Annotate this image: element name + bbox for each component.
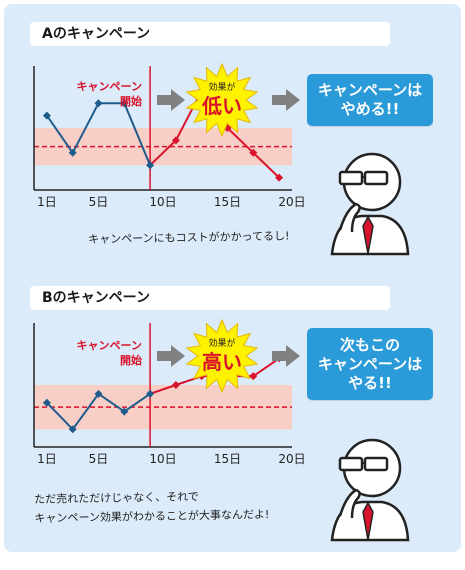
chart-a-x-tick-label: 1日 [37, 195, 57, 209]
comment-b: ただ売れただけじゃなく、それで キャンペーン効果がわかることが大事なんだよ! [34, 486, 269, 528]
chart-b-effect-big-text: 高い [202, 350, 242, 374]
chart-a-arrow-left [157, 89, 185, 111]
chart-a-line-segment [71, 102, 100, 154]
chart-b-data-point [171, 381, 180, 389]
chart-b-x-tick-label: 10日 [149, 452, 176, 466]
chart-a-x-tick-label: 20日 [278, 195, 305, 209]
chart-b-line-segment [97, 393, 125, 413]
chart-a-start-label-line-2: 開始 [120, 94, 142, 108]
chart-b-start-label-line-1: キャンペーン [77, 339, 142, 352]
chart-b-data-point [68, 425, 77, 434]
thinking-man-illustration-a [330, 152, 410, 256]
chart-a-x-tick-label: 10日 [149, 195, 176, 209]
chart-a-effect-small-text: 効果が [208, 81, 235, 93]
chart-a-x-tick-label: 15日 [214, 195, 241, 209]
chart-a-arrow-right [272, 89, 300, 111]
chart-b-data-point [249, 372, 258, 381]
chart-b-line-segment [149, 384, 177, 395]
verdict-a-line-1: キャンペーンは [317, 81, 423, 99]
chart-b-x-tick-label: 5日 [89, 452, 109, 466]
chart-a-data-point [120, 99, 129, 108]
chart-b-line-segment [71, 393, 100, 430]
chart-b-start-label-line-2: 開始 [120, 353, 142, 367]
chart-b-effect-starburst [185, 318, 259, 394]
verdict-box-b: 次もこの キャンペーンは やる!! [307, 328, 433, 400]
verdict-b-line-2: キャンペーンは [317, 354, 423, 373]
chart-a-line-segment [252, 152, 280, 179]
chart-b-line-segment [123, 393, 151, 413]
chart-b-x-tick-label: 20日 [278, 452, 305, 466]
chart-b-data-point [42, 398, 51, 407]
chart-b-x-tick-label: 1日 [37, 452, 57, 466]
chart-a-data-point [171, 136, 180, 145]
chart-b-line-segment [46, 402, 74, 430]
chart-b-data-point [120, 407, 129, 416]
chart-a-line-segment [149, 139, 177, 166]
chart-b-effect-small-text: 効果が [208, 337, 235, 349]
chart-a-effect-starburst [185, 62, 259, 138]
verdict-b-line-1: 次もこの [339, 335, 400, 354]
chart-a-data-point [146, 161, 155, 170]
section-a-title: Aのキャンペーン [30, 22, 390, 46]
chart-a-data-point [249, 148, 258, 157]
chart-a-data-point [94, 99, 103, 108]
thinking-man-illustration-b [330, 438, 410, 542]
chart-b-data-point [94, 389, 103, 398]
chart-b-x-tick-label: 15日 [214, 452, 241, 466]
chart-a-data-point [68, 148, 77, 157]
chart-a-data-point [275, 173, 284, 182]
verdict-b-line-3: やる!! [348, 373, 392, 392]
chart-a-effect-big-text: 低い [201, 94, 242, 118]
chart-a-data-point [42, 111, 51, 120]
chart-b-arrow-left [157, 345, 185, 367]
chart-b-data-point [146, 389, 155, 398]
chart-a-x-tick-label: 5日 [89, 195, 109, 209]
chart-b-line-segment [252, 357, 280, 377]
section-b-title: Bのキャンペーン [30, 286, 390, 310]
verdict-a-line-2: やめる!! [340, 100, 400, 118]
verdict-box-a: キャンペーンは やめる!! [307, 74, 433, 126]
chart-b-arrow-right [272, 345, 300, 367]
chart-a-start-label-line-1: キャンペーン [77, 80, 142, 93]
chart-a-line-segment [123, 102, 152, 166]
chart-a-line-segment [226, 127, 254, 154]
chart-a-line-segment [46, 115, 74, 154]
